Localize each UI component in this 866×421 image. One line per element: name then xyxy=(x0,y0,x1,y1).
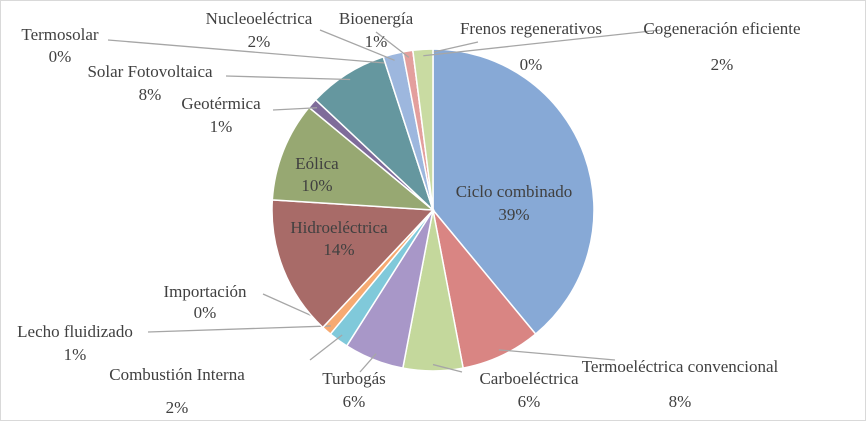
value-label: 6% xyxy=(343,392,366,411)
value-label: 8% xyxy=(669,392,692,411)
leader-line xyxy=(423,29,661,57)
pie-slice xyxy=(271,199,435,329)
slice-label: Hidroeléctrica xyxy=(290,218,388,237)
slice-label: Ciclo combinado xyxy=(456,182,573,201)
slice-label: Combustión Interna xyxy=(109,365,245,384)
value-label: 6% xyxy=(518,392,541,411)
value-label: 2% xyxy=(248,32,271,51)
leader-line xyxy=(147,325,331,333)
leader-line xyxy=(375,31,410,58)
value-label: 2% xyxy=(711,55,734,74)
value-label: 8% xyxy=(139,85,162,104)
value-label: 0% xyxy=(194,303,217,322)
value-label: 1% xyxy=(365,32,388,51)
slice-label: Geotérmica xyxy=(181,94,261,113)
leader-line xyxy=(498,349,616,361)
slice-label: Cogeneración eficiente xyxy=(643,19,800,38)
leader-line xyxy=(272,107,318,111)
slice-label: Eólica xyxy=(295,154,339,173)
slice-label: Frenos regenerativos xyxy=(460,19,602,38)
value-label: 10% xyxy=(301,176,332,195)
slice-label: Bioenergía xyxy=(339,9,414,28)
value-label: 39% xyxy=(498,205,529,224)
leader-line xyxy=(225,75,351,81)
leader-line xyxy=(319,29,395,61)
slice-label: Importación xyxy=(163,282,247,301)
leader-line xyxy=(309,334,343,361)
leader-line xyxy=(359,353,377,373)
leader-line xyxy=(107,39,386,64)
value-label: 1% xyxy=(64,345,87,364)
slice-label: Solar Fotovoltaica xyxy=(87,62,213,81)
pie-slice xyxy=(271,106,436,211)
value-label: 0% xyxy=(520,55,543,74)
slice-label: Carboeléctrica xyxy=(479,369,579,388)
value-label: 2% xyxy=(166,398,189,417)
leader-line xyxy=(432,363,463,373)
pie-slice xyxy=(411,48,434,211)
slice-label: Termoeléctrica convencional xyxy=(582,357,779,376)
slice-label: Nucleoeléctrica xyxy=(206,9,313,28)
pie-slice xyxy=(432,48,595,336)
value-label: 14% xyxy=(323,240,354,259)
slice-label: Turbogás xyxy=(322,369,386,388)
value-label: 1% xyxy=(210,117,233,136)
slice-label: Termosolar xyxy=(21,25,99,44)
value-label: 0% xyxy=(49,47,72,66)
slice-label: Lecho fluidizado xyxy=(17,322,133,341)
